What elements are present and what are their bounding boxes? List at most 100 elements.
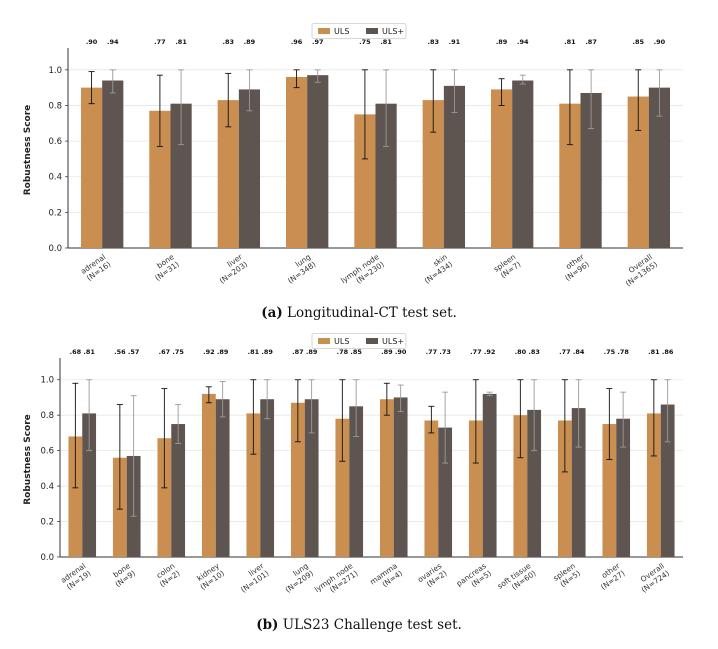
- legend: ULS ULS+: [311, 333, 407, 349]
- data-label: .86: [662, 348, 674, 356]
- bar-uls: [157, 438, 172, 557]
- bar-uls-plus: [443, 85, 466, 248]
- x-tick-label: liver(N=203): [213, 252, 250, 286]
- data-label: .81: [380, 38, 392, 46]
- data-label: .78: [337, 348, 349, 356]
- caption-b-label: (b): [256, 617, 279, 633]
- bar-uls-plus: [438, 427, 453, 557]
- y-tick-label: 0.8: [40, 411, 54, 421]
- legend-label: ULS: [334, 27, 349, 36]
- y-tick-label: 0.0: [48, 244, 62, 254]
- data-label: .77: [426, 348, 438, 356]
- data-label: .81: [564, 38, 576, 46]
- caption-a: (a) Longitudinal-CT test set.: [0, 305, 718, 321]
- bar-uls-plus: [482, 393, 497, 557]
- caption-a-label: (a): [261, 305, 283, 321]
- bar-uls-plus: [393, 397, 408, 557]
- bar-uls: [246, 413, 261, 557]
- data-label: .78: [617, 348, 629, 356]
- data-label: .77: [154, 38, 166, 46]
- bar-uls-plus: [571, 408, 586, 557]
- data-label: .89: [217, 348, 229, 356]
- data-label: .94: [107, 38, 119, 46]
- legend-swatch-uls-plus: [366, 28, 378, 34]
- data-label: .77: [559, 348, 571, 356]
- bar-uls-plus: [648, 87, 671, 249]
- x-tick-label: Overall(N=1365): [619, 252, 660, 288]
- data-label: .81: [248, 348, 260, 356]
- bar-uls-plus: [660, 404, 675, 557]
- x-tick-label: ovaries(N=2): [416, 561, 449, 591]
- bar-uls-plus: [375, 103, 397, 248]
- data-label: .85: [632, 38, 644, 46]
- legend-box: [311, 333, 407, 349]
- bar-uls-plus: [527, 409, 542, 557]
- y-tick-label: 0.6: [40, 447, 54, 457]
- caption-b: (b) ULS23 Challenge test set.: [0, 617, 718, 633]
- chart-a: 0.0 0.2 0.4 0.6 0.8 1.0 Robustness Score .90 .94…: [23, 23, 683, 288]
- legend-swatch-uls: [318, 338, 330, 344]
- bar-uls-plus: [102, 80, 124, 248]
- bar-uls: [646, 413, 661, 557]
- legend: ULS ULS+: [311, 23, 407, 39]
- bar-uls-plus: [512, 80, 534, 248]
- caption-b-text: ULS23 Challenge test set.: [282, 617, 462, 633]
- data-label: .75: [172, 348, 184, 356]
- data-label: .83: [222, 38, 234, 46]
- y-axis-label: Robustness Score: [23, 105, 33, 196]
- bar-uls: [149, 110, 171, 248]
- x-tick-label: pancreas(N=5): [455, 561, 493, 595]
- data-label: .81: [648, 348, 660, 356]
- bar-uls-plus: [349, 406, 364, 557]
- x-tick-label: bone(N=9): [108, 561, 137, 589]
- bar-uls: [422, 100, 444, 248]
- bar-uls: [354, 114, 376, 248]
- data-label: .89: [261, 348, 273, 356]
- legend-label: ULS+: [382, 27, 404, 36]
- data-label: .73: [439, 348, 451, 356]
- bar-uls: [627, 96, 649, 248]
- bar-uls: [424, 420, 439, 557]
- data-label: .83: [427, 38, 439, 46]
- x-tick-label: colon(N=2): [153, 561, 182, 589]
- data-label: .81: [175, 38, 187, 46]
- bar-uls: [379, 399, 394, 557]
- data-label: .89: [244, 38, 256, 46]
- bar-uls: [557, 420, 572, 557]
- y-tick-label: 0.2: [40, 518, 54, 528]
- bar-uls: [468, 420, 483, 557]
- x-tick-label: other(N=96): [558, 252, 591, 283]
- y-tick-label: 1.0: [40, 376, 54, 386]
- bar-uls: [80, 87, 103, 249]
- x-tick-label: kidney(N=10): [193, 561, 226, 592]
- bar-uls: [513, 415, 528, 557]
- data-label: .90: [86, 38, 98, 46]
- bar-uls-plus: [82, 413, 97, 557]
- x-tick-label: adrenal(N=19): [59, 561, 93, 592]
- bar-uls-plus: [171, 424, 186, 557]
- bar-uls: [559, 103, 581, 248]
- data-label: .87: [292, 348, 304, 356]
- x-tick-label: lymph node(N=271): [313, 561, 360, 601]
- x-tick-label: other(N=27): [594, 561, 627, 592]
- data-label: .68: [70, 348, 82, 356]
- x-tick-label: spleen(N=5): [551, 561, 582, 590]
- legend-label: ULS: [334, 337, 349, 346]
- data-label: .77: [470, 348, 482, 356]
- bar-uls-plus: [307, 75, 329, 248]
- data-label: .81: [83, 348, 95, 356]
- data-label: .56: [114, 348, 126, 356]
- x-tick-label: mamma(N=4): [368, 561, 404, 594]
- data-label: .89: [306, 348, 318, 356]
- data-label: .91: [449, 38, 461, 46]
- y-tick-label: 0.6: [48, 137, 62, 147]
- data-label: .57: [128, 348, 140, 356]
- caption-a-text: Longitudinal-CT test set.: [287, 305, 457, 321]
- data-label: .90: [654, 38, 666, 46]
- legend-swatch-uls-plus: [366, 338, 378, 344]
- y-tick-label: 0.8: [48, 101, 62, 111]
- bar-uls: [68, 436, 83, 557]
- x-tick-label: Overall(N=724): [634, 561, 671, 594]
- data-label: .83: [528, 348, 540, 356]
